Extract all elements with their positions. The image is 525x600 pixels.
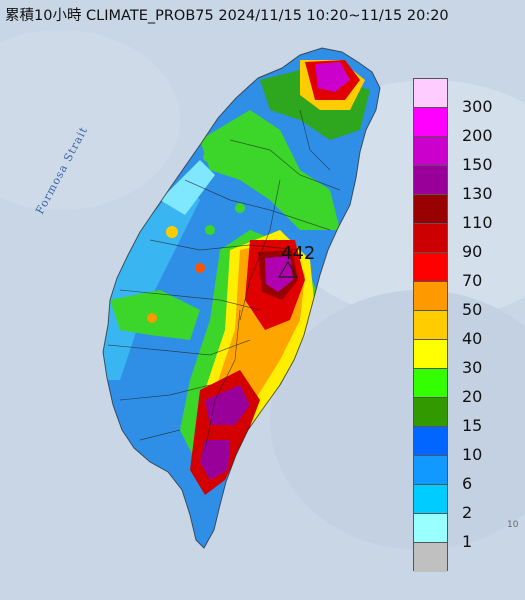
legend-swatch [414, 253, 447, 282]
legend-swatch [414, 224, 447, 253]
legend-swatch [414, 543, 447, 572]
legend-swatch [414, 398, 447, 427]
legend-swatch [414, 311, 447, 340]
legend-label: 10 [462, 445, 483, 464]
map-title: 累積10小時 CLIMATE_PROB75 2024/11/15 10:20~1… [5, 8, 449, 24]
legend-label: 110 [462, 213, 493, 232]
legend-label: 200 [462, 126, 493, 145]
legend-swatch [414, 456, 447, 485]
legend-label: 1 [462, 532, 473, 551]
legend-swatch [414, 108, 447, 137]
legend-label: 300 [462, 97, 493, 116]
legend-label: 6 [462, 474, 473, 493]
peak-marker-icon [277, 260, 299, 278]
legend-label: 40 [462, 329, 483, 348]
legend-swatch [414, 195, 447, 224]
corner-label: 10 [507, 520, 519, 530]
legend-label: 90 [462, 242, 483, 261]
legend-color-bar [413, 78, 448, 572]
legend-label: 50 [462, 300, 483, 319]
peak-value-label: 442 [281, 243, 316, 264]
legend-label: 20 [462, 387, 483, 406]
legend-swatch [414, 166, 447, 195]
legend-label: 130 [462, 184, 493, 203]
legend-swatch [414, 79, 447, 108]
legend-swatch [414, 369, 447, 398]
legend-label: 30 [462, 358, 483, 377]
legend-swatch [414, 282, 447, 311]
legend-label: 70 [462, 271, 483, 290]
legend-swatch [414, 340, 447, 369]
legend-swatch [414, 514, 447, 543]
legend-label: 150 [462, 155, 493, 174]
legend-label: 15 [462, 416, 483, 435]
legend-label: 2 [462, 503, 473, 522]
legend-swatch [414, 427, 447, 456]
legend-swatch [414, 485, 447, 514]
legend-swatch [414, 137, 447, 166]
boundary-lines [102, 47, 381, 549]
